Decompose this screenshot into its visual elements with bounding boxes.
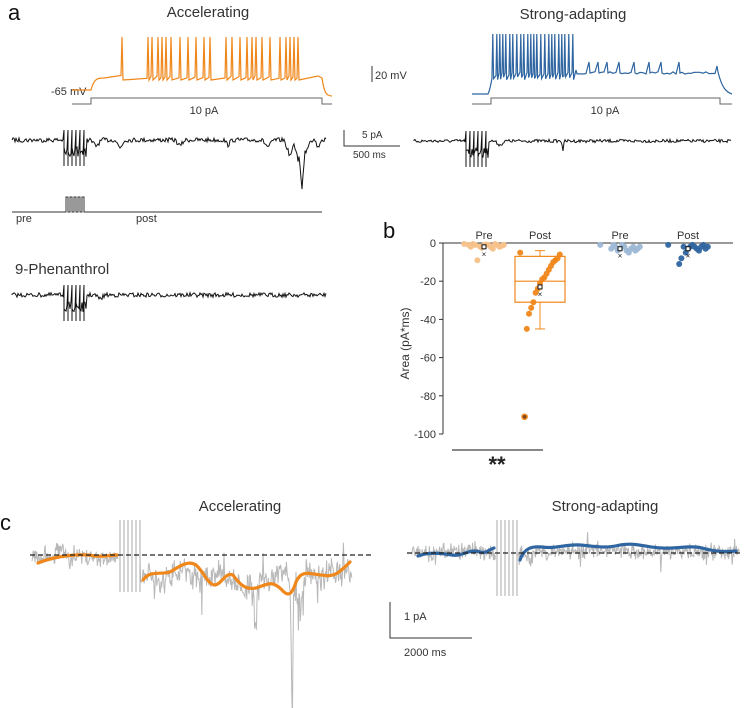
data-point [521,413,528,421]
y-tick-label: -20 [420,276,436,288]
y-tick-label: -60 [420,353,436,365]
resting-potential-label: -65 mV [51,86,87,98]
data-point [523,325,530,332]
strong-adapting-title-a: Strong-adapting [520,6,627,23]
significance-label: ** [488,452,506,477]
time-scale-label-a: 500 ms [353,150,386,161]
data-point [474,257,481,264]
mean-cross: × [538,290,543,299]
data-point [532,289,539,296]
strong-adapting-raw-average-trace [411,531,740,573]
current-step-label-accelerating: 10 pA [190,105,219,117]
mean-marker [617,246,623,252]
strong-adapting-title-c: Strong-adapting [552,498,659,515]
mean-cross: × [686,252,691,261]
y-tick-label: -100 [414,429,436,441]
y-tick-label: 0 [430,238,436,250]
data-point [680,243,687,250]
panel-c-label: c [0,510,11,535]
group-label-2: Pre [611,230,628,242]
accelerating-title-a: Accelerating [167,4,250,21]
y-tick-label: -80 [420,391,436,403]
data-point [517,249,524,256]
panel-b-label: b [383,218,395,243]
data-point [465,241,472,248]
accelerating-current-trace [11,129,327,190]
strong-adapting-current-trace [413,130,732,167]
group-label-3: Post [677,230,699,242]
current-step-strong-adapting [472,97,732,105]
mean-cross: × [482,250,487,259]
strong-adapting-stimulus-artifacts [496,520,518,596]
data-point [678,255,685,262]
panel-c-scale-bar [389,602,472,639]
mean-marker [537,284,543,290]
data-point [492,241,498,247]
y-tick-label: -40 [420,314,436,326]
post-label: post [136,213,157,225]
mean-marker [481,244,487,250]
current-time-scale-bar [343,130,400,147]
data-point [530,299,537,306]
panel-c-time-scale: 2000 ms [404,647,447,659]
panel-c-current-scale: 1 pA [404,611,427,623]
y-axis-title: Area (pA*ms) [398,307,412,379]
mean-cross: × [618,252,623,261]
panel-a-label: a [8,0,21,25]
data-point [608,245,615,252]
current-step-accelerating [72,97,332,105]
stimulation-protocol-trace [12,196,322,213]
accelerating-title-c: Accelerating [199,498,282,515]
accelerating-raw-average-trace [31,542,353,708]
current-step-label-strong-adapting: 10 pA [591,105,620,117]
group-label-1: Post [529,230,551,242]
phenanthrol-current-trace [11,284,327,321]
data-point [597,241,604,248]
data-point [528,304,535,311]
current-scale-label: 5 pA [362,130,383,141]
pre-label: pre [16,213,32,225]
group-label-0: Pre [475,230,492,242]
accelerating-stimulus-artifacts [119,520,141,592]
data-point [665,241,672,248]
mean-marker [685,246,691,252]
data-point [526,310,532,317]
strong-adapting-voltage-trace [472,33,733,95]
drug-label: 9-Phenanthrol [15,261,109,278]
accelerating-voltage-trace [72,36,333,97]
voltage-scale-label: 20 mV [375,70,407,82]
data-point [676,261,683,267]
box [514,255,566,303]
area-scatter-chart: 0 -20 -40 -60 -80 -100 Area (pA*ms) Pre × Post × Pr… [398,230,733,477]
